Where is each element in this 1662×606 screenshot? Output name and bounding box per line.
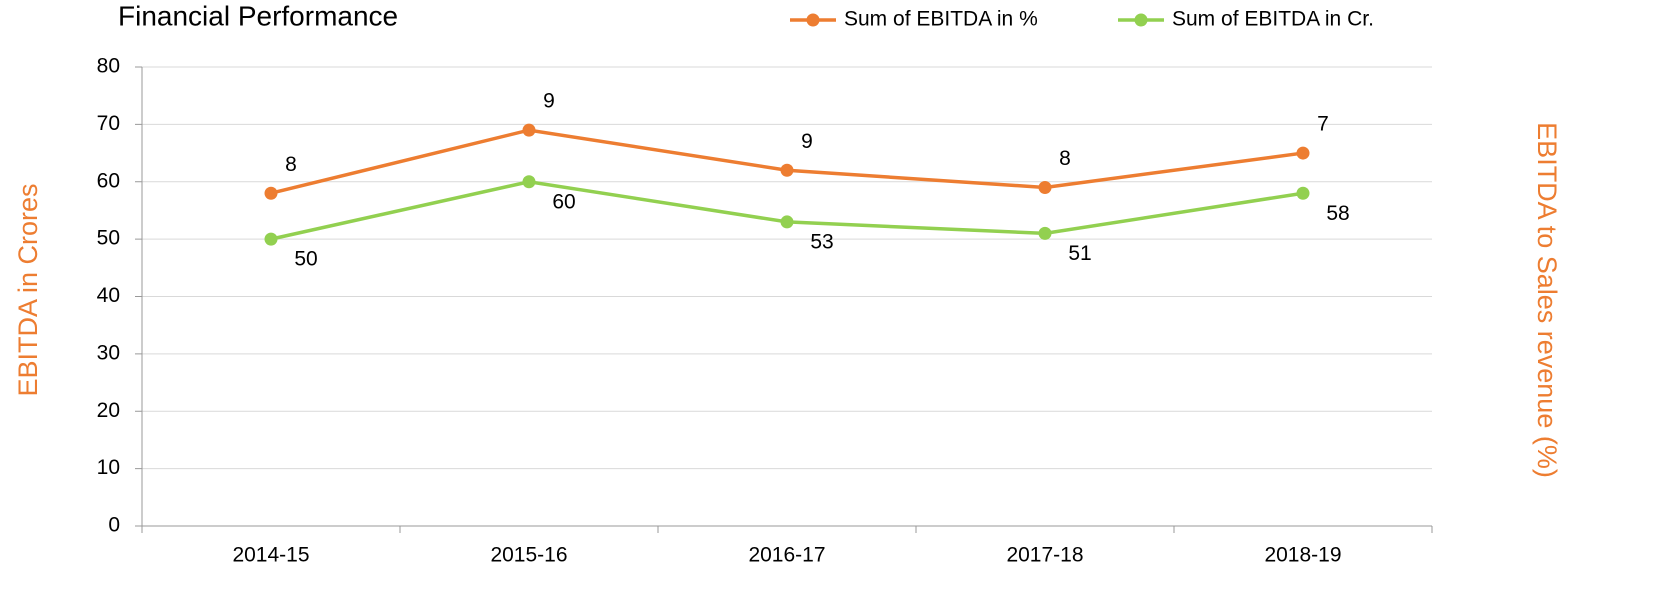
series-line (270, 128, 1304, 195)
y-tick-label: 20 (97, 399, 120, 422)
x-tick-label: 2018-19 (1264, 544, 1341, 567)
y-tick-label: 0 (108, 514, 120, 537)
data-label: 51 (1068, 242, 1091, 265)
data-label: 8 (1059, 147, 1071, 170)
x-tick-label: 2016-17 (748, 544, 825, 567)
y2-axis-title: EBITDA to Sales revenue (%) (1532, 122, 1562, 478)
chart-title: Financial Performance (118, 0, 398, 31)
y-axis-title: EBITDA in Crores (13, 183, 43, 396)
data-label: 58 (1326, 202, 1349, 225)
y-tick-label: 10 (97, 456, 120, 479)
legend-label: Sum of EBITDA in Cr. (1172, 8, 1374, 31)
data-point (1038, 226, 1052, 240)
data-label: 50 (294, 248, 317, 271)
data-point (780, 163, 794, 177)
y-tick-label: 50 (97, 227, 120, 250)
y-tick-label: 70 (97, 112, 120, 135)
data-point (264, 186, 278, 200)
data-point (522, 123, 536, 137)
legend-marker (806, 13, 820, 27)
series-line (270, 179, 1304, 241)
x-tick-label: 2017-18 (1006, 544, 1083, 567)
y-tick-label: 60 (97, 169, 120, 192)
data-point (264, 232, 278, 246)
x-tick-label: 2014-15 (232, 544, 309, 567)
data-label: 8 (285, 153, 297, 176)
data-point (1296, 146, 1310, 160)
data-point (780, 215, 794, 229)
data-label: 9 (543, 90, 555, 113)
y-tick-label: 80 (97, 55, 120, 78)
data-point (522, 175, 536, 189)
data-label: 53 (810, 230, 833, 253)
data-label: 7 (1317, 113, 1329, 136)
data-point (1296, 186, 1310, 200)
legend-marker (1134, 13, 1148, 27)
y-tick-label: 30 (97, 341, 120, 364)
data-label: 60 (552, 190, 575, 213)
y-tick-label: 40 (97, 284, 120, 307)
data-point (1038, 180, 1052, 194)
legend-label: Sum of EBITDA in % (844, 8, 1038, 31)
data-label: 9 (801, 130, 813, 153)
x-tick-label: 2015-16 (490, 544, 567, 567)
